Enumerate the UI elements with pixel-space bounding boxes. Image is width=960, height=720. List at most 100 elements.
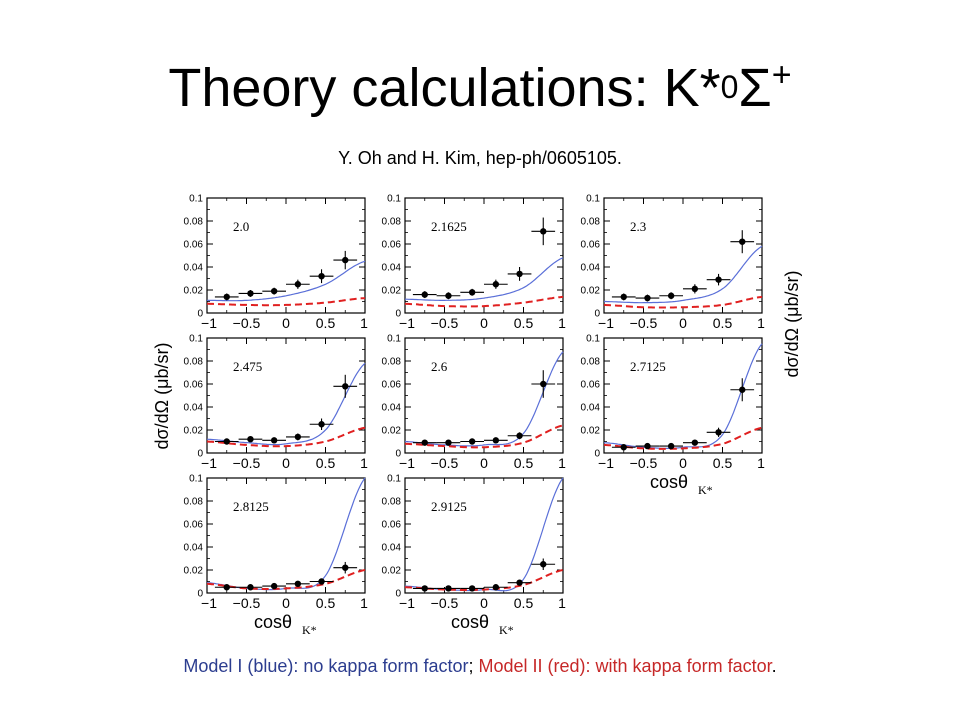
data-point	[540, 380, 547, 388]
y-tick-label: 0.04	[184, 263, 204, 274]
data-point	[516, 270, 523, 278]
y-tick-label: 0.1	[586, 194, 600, 205]
x-axis-label-panel-7-subscript: K*	[302, 623, 317, 637]
citation: Y. Oh and H. Kim, hep-ph/0605105.	[338, 148, 622, 168]
data-point	[247, 290, 254, 297]
data-point	[342, 256, 349, 264]
x-tick-label: 1	[360, 455, 368, 471]
data-point	[421, 291, 428, 298]
title-superscript: 0	[720, 69, 739, 105]
slide-title: Theory calculations: K*0Σ+	[0, 56, 960, 127]
x-tick-label: 0	[480, 455, 488, 471]
y-tick-label: 0.1	[387, 334, 401, 345]
y-tick-label: 0.02	[382, 426, 402, 437]
y-tick-label: 0.06	[382, 520, 402, 531]
data-point	[247, 584, 254, 591]
model-II-curve	[404, 295, 564, 308]
y-axis-label-left: dσ/dΩ (μb/sr)	[152, 343, 172, 450]
x-tick-label: 1	[360, 595, 368, 611]
model-I-curve	[207, 260, 366, 302]
x-tick-label: 0.5	[316, 315, 336, 331]
data-point	[223, 438, 230, 445]
data-point	[739, 238, 746, 245]
caption-model-1: Model I (blue): no kappa form factor	[183, 656, 469, 676]
y-tick-label: 0.08	[184, 357, 204, 368]
panel-1: 0 0.02 0.04 0.06 0.08 0.1 −1 −0.5 0 0.5 1 2.0	[184, 194, 369, 332]
data-point	[223, 293, 230, 301]
y-tick-label: 0.02	[184, 286, 204, 297]
y-tick-label: 0.06	[382, 380, 402, 391]
title-main: Theory calculations: K*	[168, 58, 721, 118]
x-tick-label: 0	[282, 595, 290, 611]
title-sigma: Σ	[738, 58, 772, 118]
x-tick-label: 1	[360, 315, 368, 331]
data-point	[492, 584, 500, 591]
x-tick-label: 0	[480, 315, 488, 331]
x-axis-label-panel-6-subscript: K*	[698, 483, 713, 497]
x-tick-label: −0.5	[431, 315, 459, 331]
y-tick-label: 0.06	[581, 240, 601, 251]
x-tick-label: −1	[201, 315, 217, 331]
x-tick-label: −1	[399, 595, 415, 611]
data-point	[294, 281, 302, 288]
x-tick-label: 1	[558, 455, 566, 471]
caption-end: .	[771, 656, 777, 676]
y-tick-label: 0.1	[189, 194, 203, 205]
panel-energy-label: 2.9125	[431, 499, 467, 514]
data-point	[270, 582, 278, 590]
model-I-curve	[405, 257, 564, 301]
y-tick-label: 0.1	[387, 474, 401, 485]
caption-model-2: Model II (red): with kappa form factor	[478, 656, 772, 676]
data-point	[468, 585, 476, 592]
x-tick-label: 1	[558, 315, 566, 331]
data-point	[294, 580, 302, 587]
model-I-curve	[404, 477, 564, 592]
panel-energy-label: 2.8125	[233, 499, 269, 514]
model-I-curve	[603, 343, 763, 449]
panel-3: 0 0.02 0.04 0.06 0.08 0.1 −1 −0.5 0 0.5 1 2.3	[581, 194, 766, 332]
model-I-curve	[404, 351, 564, 447]
panel-energy-label: 2.0	[233, 219, 249, 234]
data-point	[540, 561, 547, 568]
data-point	[516, 432, 523, 439]
y-tick-label: 0	[197, 589, 203, 600]
model-II-curve	[404, 424, 564, 449]
y-tick-label: 0.04	[184, 403, 204, 414]
y-tick-label: 0	[197, 309, 203, 320]
data-point	[620, 444, 627, 451]
panel-frame	[603, 337, 763, 454]
y-tick-label: 0	[395, 309, 401, 320]
y-tick-label: 0.02	[382, 286, 402, 297]
y-tick-label: 0.04	[581, 263, 601, 274]
x-tick-label: 1	[757, 315, 765, 331]
y-axis-label-right: dσ/dΩ (μb/sr)	[782, 271, 802, 378]
y-tick-label: 0.04	[382, 263, 402, 274]
data-point	[318, 273, 325, 280]
y-tick-label: 0	[197, 449, 203, 460]
x-tick-label: 1	[757, 455, 765, 471]
x-tick-label: −1	[201, 595, 217, 611]
y-tick-label: 0.02	[581, 286, 601, 297]
caption: Model I (blue): no kappa form factor; Mo…	[0, 656, 960, 677]
data-point	[468, 289, 476, 296]
y-tick-label: 0.1	[189, 334, 203, 345]
x-tick-label: −1	[598, 315, 614, 331]
x-axis-label-panel-8: cosθ	[451, 612, 489, 632]
data-point	[667, 442, 675, 450]
data-point	[223, 584, 230, 591]
x-tick-label: 0.5	[514, 315, 534, 331]
y-tick-label: 0.08	[382, 357, 402, 368]
y-tick-label: 0.02	[184, 426, 204, 437]
x-tick-label: 0.5	[514, 455, 534, 471]
panel-4: 0 0.02 0.04 0.06 0.08 0.1 −1 −0.5 0 0.5 1 2.475	[184, 334, 369, 472]
x-tick-label: 1	[558, 595, 566, 611]
x-tick-label: −0.5	[233, 315, 261, 331]
caption-separator: ;	[468, 656, 474, 676]
x-tick-label: −0.5	[233, 455, 261, 471]
data-point	[270, 437, 278, 444]
model-II-curve	[207, 297, 366, 307]
x-tick-label: −1	[201, 455, 217, 471]
title-plus: +	[771, 56, 792, 94]
panel-6: 0 0.02 0.04 0.06 0.08 0.1 −1 −0.5 0 0.5 1 2.7125	[581, 334, 766, 472]
